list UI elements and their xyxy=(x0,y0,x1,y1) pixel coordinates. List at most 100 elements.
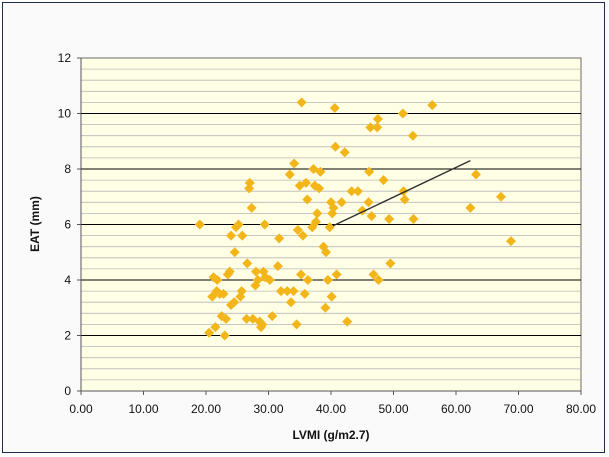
data-point xyxy=(384,213,395,224)
data-point xyxy=(331,269,342,280)
data-point xyxy=(286,297,296,308)
data-point xyxy=(506,236,516,247)
data-point xyxy=(339,147,350,158)
x-tick-label: 40.00 xyxy=(316,402,346,416)
data-point xyxy=(226,230,236,241)
data-point xyxy=(296,269,306,280)
data-point xyxy=(496,191,506,202)
data-point xyxy=(264,275,275,285)
data-point xyxy=(363,197,374,208)
data-point xyxy=(291,319,302,330)
data-point xyxy=(242,258,253,269)
data-point xyxy=(284,169,295,180)
data-point xyxy=(282,286,293,297)
data-point xyxy=(372,114,383,125)
data-point xyxy=(336,197,347,208)
y-tick-label: 4 xyxy=(64,273,71,287)
x-tick-label: 20.00 xyxy=(191,402,221,416)
data-point xyxy=(427,100,438,111)
data-point xyxy=(274,233,285,244)
data-point xyxy=(372,122,383,133)
data-point xyxy=(330,141,341,152)
data-point xyxy=(194,219,205,230)
x-tick-label: 80.00 xyxy=(566,402,596,416)
data-point xyxy=(399,194,410,205)
data-point xyxy=(297,230,308,241)
data-point xyxy=(292,225,303,236)
data-points xyxy=(194,97,516,341)
data-point xyxy=(385,258,396,269)
data-point xyxy=(315,166,326,177)
y-tick-label: 12 xyxy=(58,51,72,65)
data-point xyxy=(311,216,321,227)
data-point xyxy=(218,288,229,299)
data-point xyxy=(272,261,283,272)
data-point xyxy=(364,166,375,177)
data-point xyxy=(408,213,419,224)
x-tick-label: 30.00 xyxy=(253,402,283,416)
data-point xyxy=(301,177,311,188)
data-point xyxy=(251,266,261,277)
data-point xyxy=(407,130,418,141)
data-point xyxy=(236,286,247,297)
x-tick-label: 50.00 xyxy=(378,402,408,416)
data-point xyxy=(324,222,335,233)
y-tick-label: 0 xyxy=(64,384,71,398)
data-point xyxy=(352,186,363,197)
x-axis-title: LVMI (g/m2.7) xyxy=(292,428,369,442)
data-point xyxy=(246,202,257,213)
data-point xyxy=(314,183,325,194)
scatter-chart: 0.00 10.00 20.00 30.00 40.00 50.00 60.00 70.00 8… xyxy=(28,51,596,442)
data-point xyxy=(241,313,252,324)
data-point xyxy=(288,286,299,297)
data-point xyxy=(267,311,278,322)
x-tick-label: 60.00 xyxy=(441,402,471,416)
y-tick-label: 6 xyxy=(64,218,71,232)
data-point xyxy=(329,102,340,113)
data-point xyxy=(257,319,268,330)
y-tick-label: 10 xyxy=(58,107,72,121)
data-point xyxy=(229,247,240,258)
data-point xyxy=(237,230,248,241)
data-point xyxy=(378,175,389,186)
y-axis-title: EAT (mm) xyxy=(28,196,42,252)
data-point xyxy=(397,108,408,119)
data-point xyxy=(471,169,481,180)
data-point xyxy=(204,327,215,338)
x-tick-labels: 0.00 10.00 20.00 30.00 40.00 50.00 60.00 70.00 8… xyxy=(69,391,596,416)
x-tick-label: 70.00 xyxy=(503,402,533,416)
x-tick-label: 0.00 xyxy=(69,402,93,416)
trend-line xyxy=(332,160,471,227)
data-point xyxy=(252,275,263,285)
data-point xyxy=(320,302,331,313)
data-point xyxy=(259,219,270,230)
data-point xyxy=(276,286,286,297)
data-point xyxy=(296,97,307,108)
chart-frame: 0.00 10.00 20.00 30.00 40.00 50.00 60.00 70.00 8… xyxy=(2,2,605,453)
y-tick-labels: 0 2 4 6 8 10 12 xyxy=(58,51,81,398)
data-point xyxy=(368,269,379,280)
data-point xyxy=(346,186,357,197)
data-point xyxy=(244,177,255,188)
data-point xyxy=(224,266,235,277)
data-point xyxy=(302,194,313,205)
data-point xyxy=(212,275,223,285)
data-point xyxy=(302,275,313,285)
x-tick-label: 10.00 xyxy=(128,402,158,416)
data-point xyxy=(366,211,377,222)
data-point xyxy=(365,122,376,133)
y-tick-label: 8 xyxy=(64,162,71,176)
y-tick-label: 2 xyxy=(64,329,71,343)
data-point xyxy=(229,297,240,308)
data-point xyxy=(233,219,244,230)
data-point xyxy=(312,208,323,219)
data-point xyxy=(219,330,230,341)
data-point xyxy=(321,247,331,258)
data-point xyxy=(342,316,353,327)
data-point xyxy=(465,202,476,213)
data-point xyxy=(289,158,300,169)
major-gridlines xyxy=(81,113,581,336)
data-point xyxy=(373,275,384,285)
data-point xyxy=(221,313,231,324)
data-point xyxy=(299,288,310,299)
